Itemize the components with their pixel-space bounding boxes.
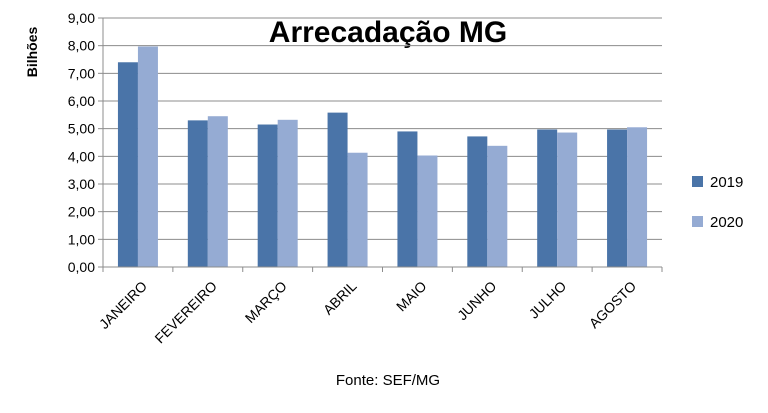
x-tick-label: JANEIRO [96, 278, 150, 332]
legend-label: 2019 [710, 174, 743, 191]
bar-2020-março [277, 119, 298, 268]
x-axis-labels: JANEIRO FEVEREIRO MARÇO ABRIL MAIO JUNHO JULHO… [96, 278, 639, 347]
legend-swatch [692, 176, 703, 187]
bar-2020-agosto [627, 127, 648, 268]
y-tick-label: 7,00 [68, 65, 95, 81]
x-tick-label: MAIO [393, 278, 430, 315]
y-tick-label: 5,00 [68, 121, 95, 137]
x-tick-label: JULHO [526, 278, 570, 322]
bar-2019-agosto [607, 129, 628, 267]
y-axis-ticks: 0,00 1,00 2,00 3,00 4,00 5,00 6,00 7,00 8,00 9,00 [68, 10, 103, 275]
x-tick-label: MARÇO [242, 278, 290, 326]
bar-2019-abril [327, 112, 348, 268]
bar-2019-janeiro [117, 62, 138, 268]
bar-2020-abril [347, 152, 368, 267]
bar-2019-julho [537, 129, 558, 267]
y-tick-label: 8,00 [68, 38, 95, 54]
legend-label: 2020 [710, 214, 743, 231]
bar-2020-janeiro [137, 46, 158, 267]
x-tick-label: AGOSTO [586, 278, 640, 332]
bar-2020-julho [557, 132, 578, 267]
bar-2020-maio [417, 155, 438, 267]
y-tick-label: 4,00 [68, 148, 95, 164]
y-tick-label: 1,00 [68, 231, 95, 247]
gridlines [103, 17, 662, 240]
y-tick-label: 9,00 [68, 10, 95, 26]
axes [102, 18, 663, 272]
bar-2020-fevereiro [207, 116, 228, 267]
bars [117, 46, 648, 268]
y-tick-label: 2,00 [68, 204, 95, 220]
bar-2019-junho [467, 136, 488, 267]
bar-2019-maio [397, 131, 418, 267]
bar-2019-março [257, 124, 278, 268]
legend-swatch [692, 216, 703, 227]
y-tick-label: 6,00 [68, 93, 95, 109]
bar-2020-junho [487, 145, 508, 267]
y-tick-label: 0,00 [68, 259, 95, 275]
chart-title: Arrecadação MG [269, 16, 507, 49]
x-tick-label: ABRIL [320, 278, 360, 318]
legend: 2019 2020 [692, 174, 743, 231]
bar-2019-fevereiro [187, 120, 208, 267]
x-tick-label: FEVEREIRO [151, 278, 220, 347]
y-axis-label: Bilhões [24, 27, 40, 78]
source-note: Fonte: SEF/MG [336, 372, 440, 389]
y-tick-label: 3,00 [68, 176, 95, 192]
x-tick-label: JUNHO [454, 278, 499, 323]
